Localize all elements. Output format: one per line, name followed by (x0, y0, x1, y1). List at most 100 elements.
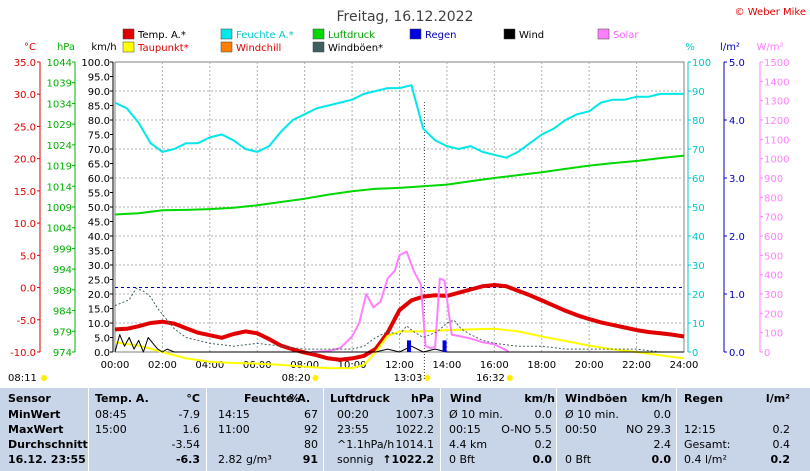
stats-cell: 2.82 g/m³ (218, 453, 272, 466)
stats-cell: 0.2 (534, 438, 553, 451)
stats-column-divider (556, 388, 557, 471)
stats-cell: -7.9 (178, 408, 200, 421)
wind-tick-label: 50.0 (88, 203, 110, 214)
solar-tick-label: 500 (764, 251, 783, 262)
humidity-tick-label: 30 (692, 261, 705, 272)
wind-tick-label: 85.0 (88, 102, 110, 113)
marker-sun-icon (312, 375, 319, 381)
stats-cell: 0.0 (532, 453, 553, 466)
x-tick-label: 10:00 (338, 360, 367, 371)
stats-cell: 00:50 (565, 423, 597, 436)
stats-cell: 2.4 (653, 438, 672, 451)
pressure-tick-label: 1044 (47, 58, 72, 69)
stats-column-divider (88, 388, 89, 471)
x-tick-label: 08:00 (290, 360, 319, 371)
temp-unit-label: °C (24, 42, 36, 53)
pressure-tick-label: 979 (53, 327, 72, 338)
solar-tick-label: 1100 (764, 135, 789, 146)
legend-swatch (597, 28, 610, 40)
stats-header-cell: Temp. A. (95, 392, 149, 405)
rain-unit-label: l/m² (720, 42, 740, 53)
stats-cell: 0.0 (651, 453, 672, 466)
rain-tick-label: 2.0 (729, 232, 745, 243)
solar-unit-label: W/m² (756, 42, 783, 53)
pressure-tick-label: 1004 (47, 224, 72, 235)
x-tick-label: 04:00 (195, 360, 224, 371)
solar-tick-label: 1500 (764, 58, 789, 69)
credit-text: © Weber Mike (735, 7, 806, 18)
stats-cell: -6.3 (175, 453, 200, 466)
solar-tick-label: 100 (764, 329, 783, 340)
humidity-tick-label: 100 (692, 58, 711, 69)
pressure-tick-label: 1034 (47, 99, 72, 110)
stats-header-cell: Windböen (565, 392, 628, 405)
wind-tick-label: 30.0 (88, 261, 110, 272)
stats-cell: Ø 10 min. (565, 408, 619, 421)
humidity-tick-label: 60 (692, 174, 705, 185)
legend-swatch (312, 28, 325, 40)
wind-tick-label: 100.0 (81, 58, 110, 69)
stats-cell: 11:00 (218, 423, 250, 436)
stats-header-cell: km/h (641, 392, 672, 405)
stats-row-label: 16.12. 23:55 (8, 453, 86, 466)
stats-cell: 0.0 (653, 408, 672, 421)
pressure-tick-label: 989 (53, 286, 72, 297)
marker-label: 08:20 (282, 373, 311, 384)
temp-tick-label: 25.0 (14, 122, 36, 133)
pressure-tick-label: 974 (53, 348, 72, 359)
temp-tick-label: 15.0 (14, 187, 36, 198)
series-line-wind (114, 334, 684, 353)
stats-cell: 0 Bft (565, 453, 592, 466)
humidity-tick-label: 40 (692, 232, 705, 243)
stats-cell: ^1.1hPa/h (337, 438, 395, 451)
wind-tick-label: 75.0 (88, 131, 110, 142)
wind-tick-label: 0.0 (94, 348, 110, 359)
pressure-tick-label: 1019 (47, 162, 72, 173)
pressure-tick-label: 984 (53, 307, 72, 318)
stats-header-cell: Sensor (8, 392, 51, 405)
x-tick-label: 12:00 (385, 360, 414, 371)
stats-column-divider (323, 388, 324, 471)
stats-cell: 1.6 (182, 423, 201, 436)
wind-tick-label: 5.0 (94, 334, 110, 345)
pressure-tick-label: 1024 (47, 141, 72, 152)
temp-tick-label: -10.0 (10, 348, 36, 359)
x-tick-label: 14:00 (433, 360, 462, 371)
wind-tick-label: 20.0 (88, 290, 110, 301)
pressure-tick-label: 999 (53, 244, 72, 255)
stats-table: Sensor Temp. A. °C Feuchte A.% Luftdruck hPa W… (0, 388, 810, 471)
legend-label: Taupunkt* (137, 43, 189, 54)
marker-label: 08:11 (8, 373, 37, 384)
stats-cell: 0.4 (772, 438, 791, 451)
stats-cell: 1022.2 (395, 423, 435, 436)
legend-swatch (503, 28, 516, 40)
pressure-tick-label: 994 (53, 265, 72, 276)
wind-tick-label: 60.0 (88, 174, 110, 185)
rain-tick-label: 3.0 (729, 174, 745, 185)
stats-header-cell: Regen (684, 392, 724, 405)
stats-row-label: MaxWert (8, 423, 64, 436)
x-tick-label: 20:00 (575, 360, 604, 371)
stats-column-divider (206, 388, 207, 471)
solar-tick-label: 700 (764, 213, 783, 224)
stats-cell: 14:15 (218, 408, 250, 421)
stats-cell: 0.2 (770, 453, 791, 466)
stats-cell: 00:15 (449, 423, 481, 436)
wind-tick-label: 80.0 (88, 116, 110, 127)
stats-header-cell: Luftdruck (330, 392, 390, 405)
stats-cell: 0.2 (772, 423, 791, 436)
legend-label: Windböen* (328, 43, 383, 54)
temp-tick-label: 10.0 (14, 219, 36, 230)
stats-header-cell: Wind (450, 392, 482, 405)
legend-label: Regen (425, 30, 457, 41)
marker-label: 13:03 (394, 373, 423, 384)
series-line-solar (311, 250, 510, 353)
legend-swatch (220, 28, 233, 40)
stats-cell: 08:45 (95, 408, 127, 421)
stats-cell: 00:20 (337, 408, 369, 421)
temp-tick-label: 30.0 (14, 90, 36, 101)
wind-tick-label: 45.0 (88, 218, 110, 229)
stats-header-cell: Feuchte A. (244, 392, 311, 405)
stats-cell: 1007.3 (395, 408, 435, 421)
stats-cell: 80 (304, 438, 318, 451)
